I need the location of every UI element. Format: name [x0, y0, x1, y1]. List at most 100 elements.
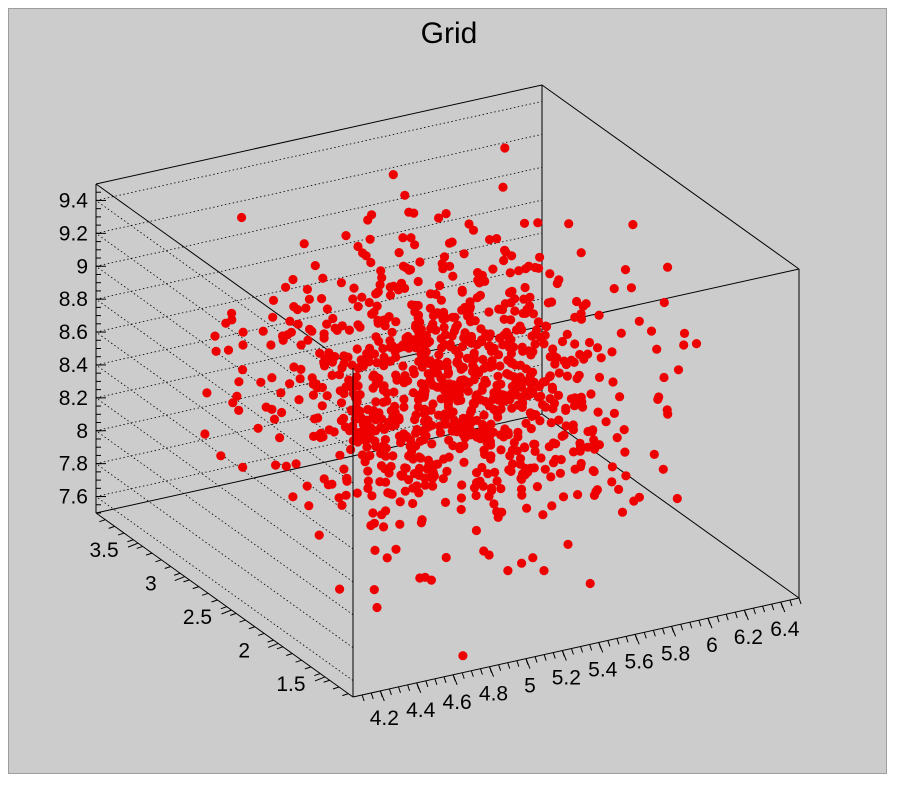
data-point [363, 466, 373, 476]
data-point [553, 390, 564, 400]
x-minor-tick [516, 660, 520, 667]
data-point [308, 390, 318, 400]
x-minor-tick [361, 694, 365, 702]
data-point [344, 325, 354, 335]
x-minor-tick [498, 664, 502, 671]
data-point [616, 328, 626, 338]
data-point [469, 483, 480, 493]
x-minor-tick [580, 646, 584, 653]
data-point [559, 356, 569, 366]
data-point [452, 356, 462, 366]
z-tick-label: 9.2 [59, 222, 88, 245]
x-minor-tick [743, 609, 747, 617]
box-edge [541, 84, 800, 270]
data-point [317, 294, 327, 304]
data-point [488, 264, 498, 274]
data-point [456, 504, 466, 515]
z-gridline [95, 133, 543, 234]
data-point [427, 439, 437, 449]
data-point [469, 348, 479, 358]
data-point [507, 251, 517, 261]
data-point [380, 321, 390, 331]
data-point [493, 512, 503, 523]
data-point [253, 423, 263, 433]
data-point [589, 444, 600, 454]
data-point [318, 273, 328, 283]
z-gridline [95, 397, 354, 583]
data-point [578, 402, 588, 412]
data-point [448, 271, 458, 281]
data-point [536, 391, 546, 401]
data-point [455, 444, 465, 454]
x-minor-tick [589, 644, 593, 651]
x-minor-tick [443, 676, 447, 683]
data-point [288, 274, 298, 285]
y-minor-tick [286, 653, 293, 656]
data-point [521, 264, 531, 274]
data-point [445, 339, 455, 349]
data-point [561, 421, 571, 431]
data-point [569, 401, 580, 411]
data-point [341, 490, 351, 500]
data-point [288, 492, 298, 502]
data-point [420, 424, 430, 434]
data-point [385, 342, 395, 352]
x-tick-label: 4.8 [479, 683, 508, 706]
data-point [559, 430, 569, 440]
y-tick-label: 3.5 [89, 539, 118, 562]
data-point [336, 398, 347, 408]
data-point [353, 437, 363, 447]
x-minor-tick [652, 630, 656, 637]
z-tick-label: 9.4 [59, 189, 89, 212]
data-point [414, 488, 424, 498]
data-point [532, 325, 542, 335]
data-point [366, 520, 376, 531]
data-point [295, 374, 305, 384]
data-point [534, 263, 544, 273]
data-point [672, 493, 682, 504]
data-point [520, 282, 530, 293]
data-point [459, 333, 469, 343]
data-point [434, 350, 444, 360]
data-point [621, 471, 631, 481]
data-point [355, 390, 365, 400]
data-point [411, 343, 421, 353]
x-tick-label: 6.4 [770, 618, 800, 641]
data-point [385, 356, 396, 366]
data-point [291, 459, 301, 469]
data-point [371, 397, 381, 407]
data-point [430, 460, 440, 470]
data-point [372, 358, 382, 368]
data-point [533, 218, 543, 228]
data-point [529, 410, 540, 420]
data-point [499, 330, 509, 340]
data-point [328, 313, 338, 324]
x-tick-label: 5.8 [661, 642, 690, 665]
data-point [238, 327, 248, 337]
data-point [404, 451, 414, 461]
data-point [485, 329, 495, 339]
data-point [398, 361, 408, 371]
data-point [312, 383, 322, 393]
data-point [469, 375, 479, 385]
data-point [441, 552, 451, 563]
data-point [554, 368, 564, 378]
data-point [322, 319, 332, 329]
data-point [410, 240, 420, 250]
data-point [489, 499, 499, 509]
data-point [383, 488, 393, 498]
data-point [575, 462, 586, 472]
data-point [424, 358, 434, 368]
data-point [576, 248, 586, 258]
x-minor-tick [634, 634, 638, 641]
data-point [485, 235, 495, 245]
data-point [271, 460, 281, 470]
data-point [391, 317, 401, 327]
data-point [408, 335, 418, 345]
data-point [368, 407, 378, 417]
x-tick-label: 5.6 [625, 650, 654, 673]
y-tick [314, 676, 326, 682]
data-point [538, 510, 548, 520]
data-point [324, 425, 334, 435]
data-point [533, 317, 544, 327]
